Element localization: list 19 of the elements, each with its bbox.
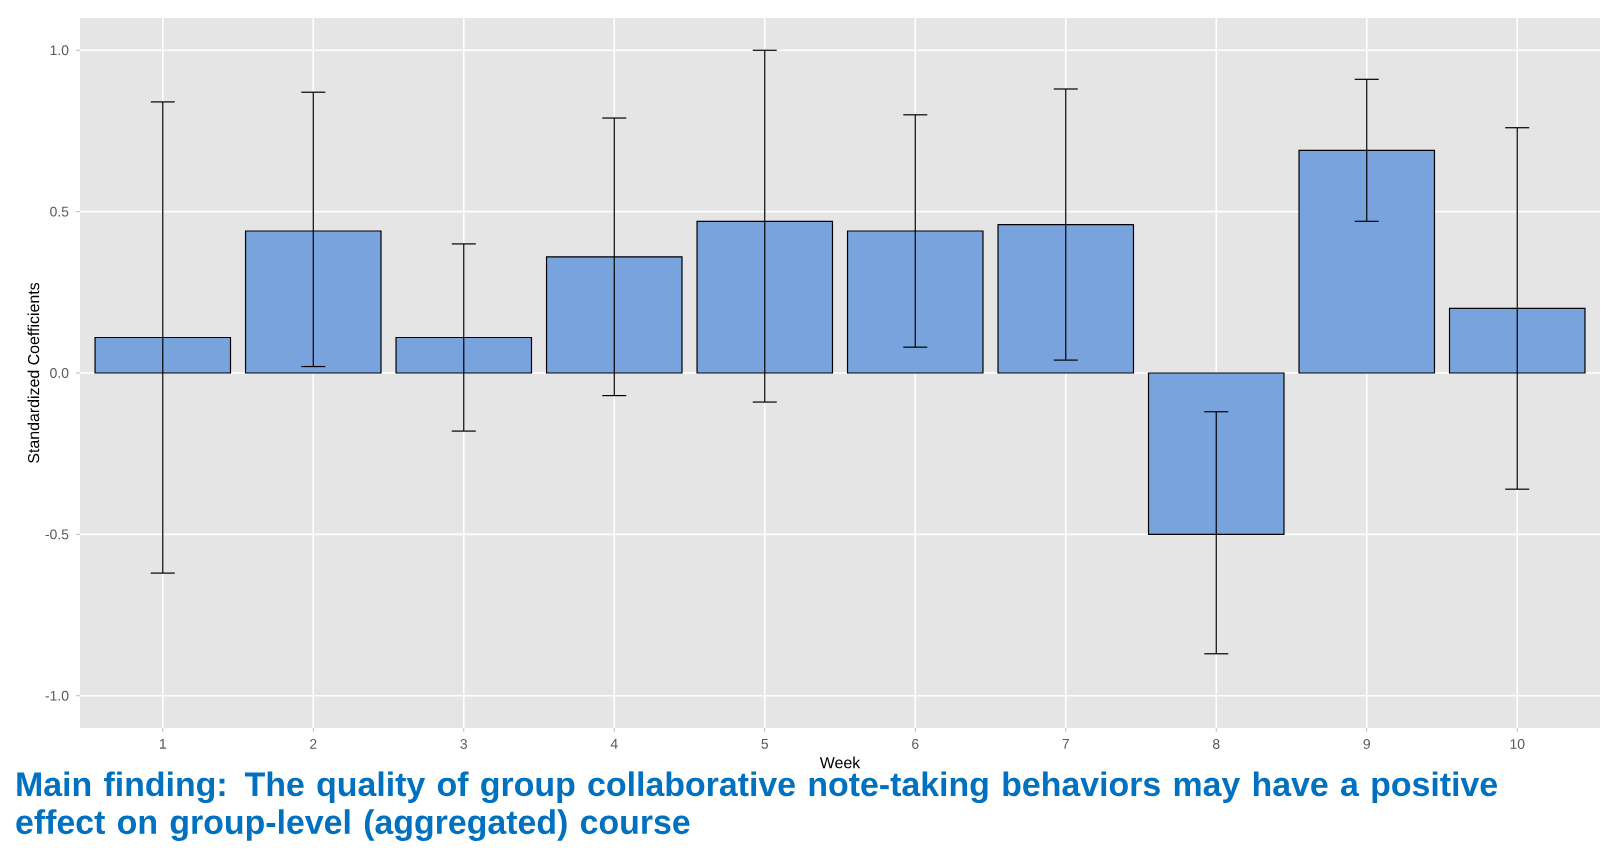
x-tick-label: 6 xyxy=(912,739,919,749)
x-tick-label: 9 xyxy=(1363,739,1370,749)
x-tick-label: 5 xyxy=(761,739,769,749)
y-tick-label: -1.0 xyxy=(45,690,69,701)
bar xyxy=(1298,149,1436,374)
y-tick-label: 0.5 xyxy=(50,206,69,217)
y-tick-label: 1.0 xyxy=(50,45,69,56)
y-tick-label: 0.0 xyxy=(50,368,69,378)
x-tick-label: 3 xyxy=(460,739,468,749)
y-axis-title: Standardized Coefficients xyxy=(27,282,40,463)
x-tick-label: 7 xyxy=(1062,739,1069,749)
y-tick-label: -0.5 xyxy=(45,529,69,540)
x-tick-label: 4 xyxy=(610,739,618,749)
x-tick-label: 10 xyxy=(1510,739,1525,749)
x-tick-label: 1 xyxy=(159,739,166,749)
text: Main finding: The quality of group collaborative note-taking behaviors may have a positive effect on group-level (aggregated) course xyxy=(16,771,1498,841)
x-axis-title: Week xyxy=(819,756,861,769)
x-tick-label: 2 xyxy=(310,739,317,749)
x-tick-label: 8 xyxy=(1212,739,1220,749)
